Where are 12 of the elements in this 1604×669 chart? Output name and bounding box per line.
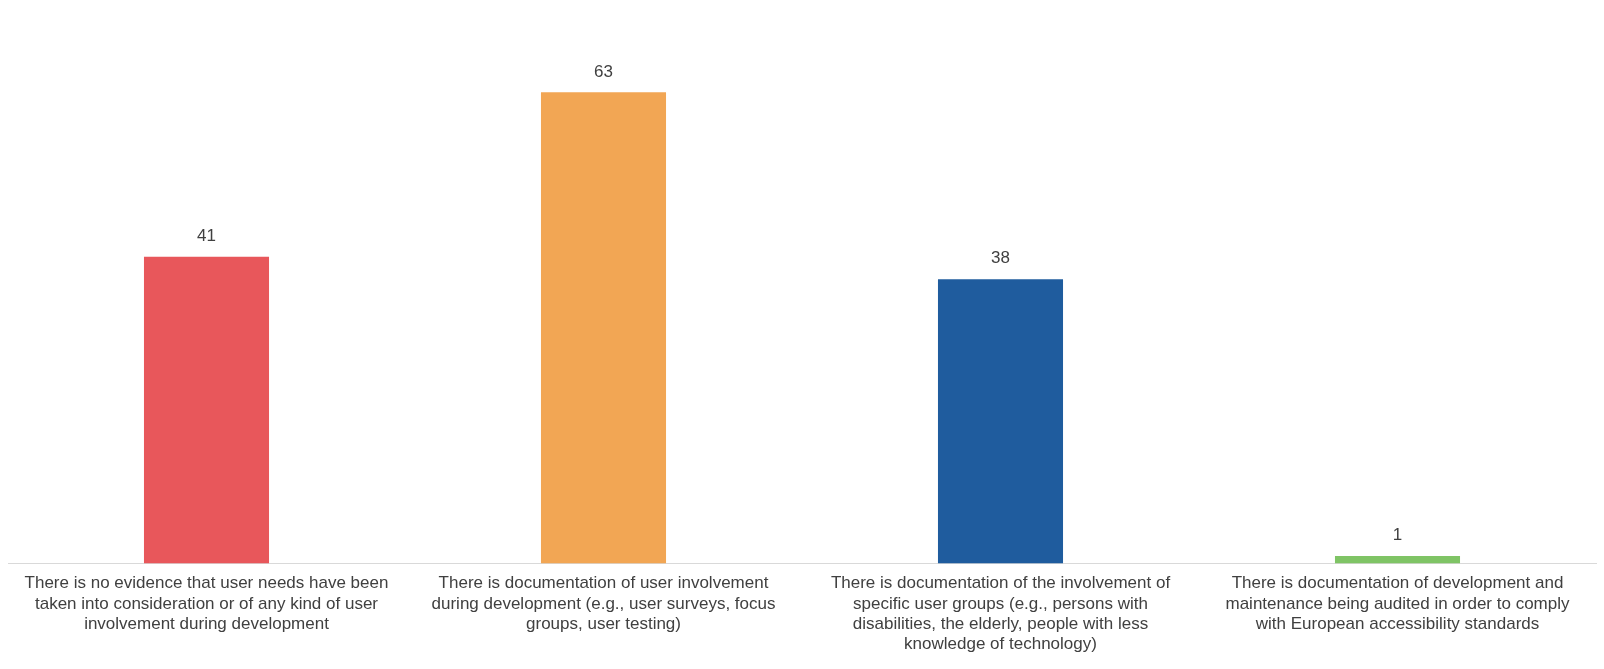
bar — [143, 256, 270, 564]
x-tick-label: There is documentation of development and maintenance being audited in order to comply with European accessibility standards — [1225, 573, 1570, 634]
bar — [540, 92, 667, 564]
x-tick-label: There is no evidence that user needs have been taken into consideration or of any kind of user involvement during development — [24, 573, 389, 634]
x-tick-label: There is documentation of user involvement during development (e.g., user surveys, focus groups, user testing) — [431, 573, 776, 634]
data-label: 63 — [594, 61, 613, 81]
bar — [937, 279, 1064, 564]
data-label: 1 — [1392, 525, 1403, 545]
bar — [1334, 555, 1461, 564]
x-tick-label: There is documentation of the involvement of specific user groups (e.g., persons with disabilities, the elderly, people with less knowledge of technology) — [830, 573, 1171, 654]
data-label: 41 — [197, 226, 216, 246]
data-label: 38 — [991, 248, 1010, 268]
